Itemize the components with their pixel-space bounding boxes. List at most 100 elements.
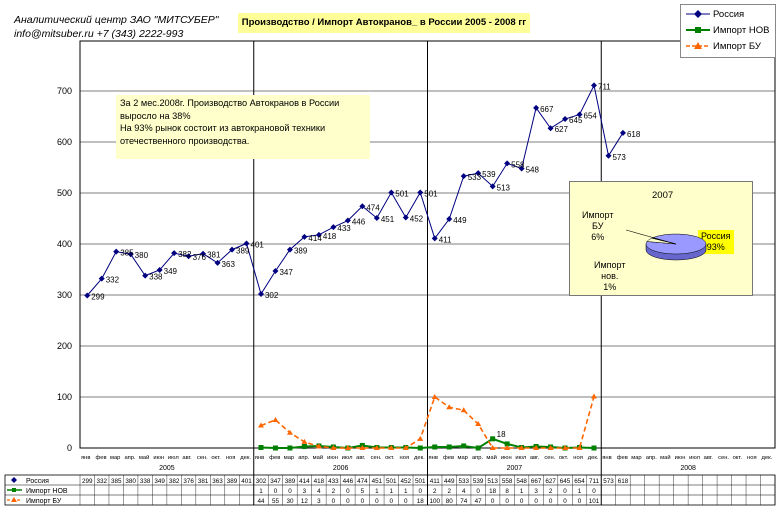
legend-marker-import-new [686,27,710,33]
data-point-import-new [258,444,264,450]
table-cell: 0 [520,498,524,505]
year-label: 2008 [680,465,696,472]
data-point-import-used [301,438,308,444]
table-cell: 0 [563,498,567,505]
table-cell: 0 [491,498,495,505]
table-cell: 349 [154,478,165,485]
data-point-import-used [402,445,409,450]
data-label-russia: 446 [352,218,366,227]
data-label-russia: 411 [439,235,452,244]
table-cell: 627 [545,478,556,485]
x-tick-label: июн [675,455,686,461]
table-cell: 1 [390,488,394,495]
table-cell: 363 [212,478,223,485]
y-tick-label: 700 [57,86,72,96]
x-tick-label: мар [457,455,467,461]
table-cell: 0 [578,498,582,505]
table-cell: 2 [332,488,336,495]
data-point-import-used [257,422,264,428]
x-tick-label: фев [617,455,628,461]
table-cell: 0 [505,498,509,505]
x-tick-label: сен. [544,455,555,461]
x-tick-label: ноя [400,455,410,461]
x-tick-label: авг. [530,455,540,461]
data-point-import-used [475,421,482,427]
table-cell: 0 [361,498,365,505]
x-tick-label: янв [429,455,438,461]
data-point-import-used [446,404,453,410]
data-point-russia [417,189,424,196]
data-point-russia [431,235,438,242]
data-label-russia: 627 [555,125,569,134]
data-point-russia [98,275,105,282]
data-point-russia [171,250,178,257]
data-point-russia [591,82,598,89]
pie-label-text: нов. [601,271,619,281]
table-cell: 381 [198,478,209,485]
table-cell: 0 [346,488,350,495]
x-tick-label: окт. [211,455,221,461]
table-cell: 74 [460,498,468,505]
pie-svg [625,229,707,261]
data-label-russia: 349 [164,267,178,276]
pie-leader-line [625,229,659,240]
data-label-russia: 618 [627,130,641,139]
data-label-russia: 452 [410,214,424,223]
pie-label-text: Импорт [594,260,626,270]
x-tick-label: ноя [747,455,757,461]
pie-label-import-used: Импорт БУ 6% [582,210,613,243]
data-point-russia [229,246,236,253]
year-label: 2005 [159,465,175,472]
data-label-russia: 401 [251,240,265,249]
table-row-header: Россия [26,478,49,485]
table-cell: 30 [286,498,294,505]
table-cell: 385 [111,478,122,485]
data-label-russia: 533 [468,173,482,182]
data-point-russia [84,292,91,299]
table-key-import-new [12,488,16,492]
data-label-russia: 299 [91,293,105,302]
x-tick-label: май [139,454,149,461]
x-tick-label: май [486,454,496,461]
pie-label-pct: 93% [706,242,725,252]
company-contact: info@mitsuber.ru +7 (343) 2222-993 [14,28,184,40]
x-tick-label: апр. [472,455,484,461]
data-point-import-used [518,445,525,450]
table-cell: 299 [82,478,93,485]
data-label-russia: 548 [526,166,540,175]
x-tick-label: май [313,454,323,461]
table-cell: 0 [332,498,336,505]
data-label-russia: 363 [222,260,236,269]
x-tick-label: июл [515,455,526,461]
data-point-russia [301,233,308,240]
table-cell: 3 [317,498,321,505]
table-cell: 1 [375,488,379,495]
data-point-russia [315,231,322,238]
x-tick-label: июл [689,455,700,461]
table-key-import-used [11,497,17,502]
y-tick-label: 300 [57,290,72,300]
inset-year: 2007 [652,190,674,201]
data-label-russia: 418 [323,232,337,241]
legend-item-import-used: Импорт БУ [685,39,775,55]
x-tick-label: июл [168,455,179,461]
pie-label-text: БУ [592,221,604,231]
data-point-russia [518,165,525,172]
data-point-import-used [562,445,569,450]
table-cell: 0 [288,488,292,495]
table-cell: 389 [285,478,296,485]
data-point-import-used [373,445,380,450]
table-cell: 451 [372,478,383,485]
table-cell: 474 [357,478,368,485]
data-point-russia [446,216,453,223]
data-label-russia: 338 [149,273,163,282]
data-label-russia: 376 [193,253,207,262]
x-tick-label: апр. [124,455,136,461]
data-point-russia [344,217,351,224]
table-cell: 0 [476,488,480,495]
data-label-import-new: 18 [497,430,506,439]
data-label-russia: 474 [366,203,380,212]
y-tick-label: 0 [67,443,72,453]
data-label-russia: 449 [453,216,467,225]
data-point-import-used [315,443,322,449]
